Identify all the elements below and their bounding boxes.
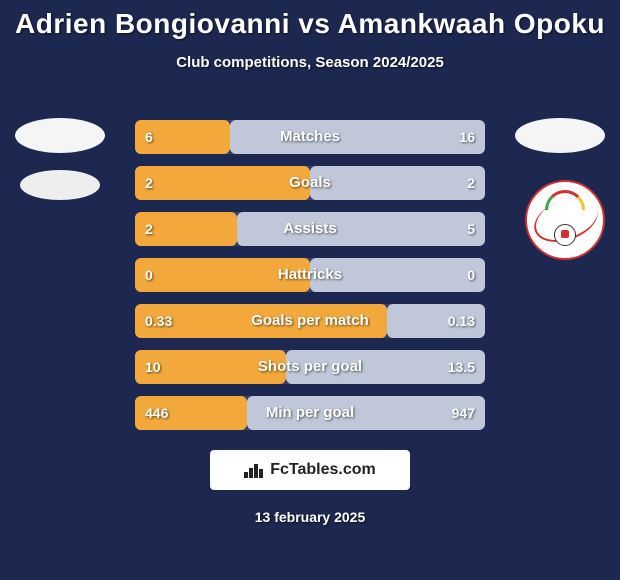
page-title: Adrien Bongiovanni vs Amankwaah Opoku xyxy=(0,0,620,40)
stat-label: Shots per goal xyxy=(135,350,485,384)
subtitle: Club competitions, Season 2024/2025 xyxy=(0,54,620,71)
stat-label: Min per goal xyxy=(135,396,485,430)
stat-row: 25Assists xyxy=(135,212,485,246)
stat-row: 616Matches xyxy=(135,120,485,154)
stats-panel: 616Matches 22Goals 25Assists 00Hattricks 0.3… xyxy=(135,120,485,442)
brand-badge: FcTables.com xyxy=(210,450,410,490)
player1-club-badge xyxy=(20,170,100,200)
footer-date: 13 february 2025 xyxy=(0,509,620,525)
player2-club-badge xyxy=(525,180,605,260)
stat-row: 446947Min per goal xyxy=(135,396,485,430)
stat-row: 22Goals xyxy=(135,166,485,200)
stat-label: Assists xyxy=(135,212,485,246)
stat-label: Hattricks xyxy=(135,258,485,292)
chart-icon xyxy=(244,462,264,478)
brand-text: FcTables.com xyxy=(270,461,376,479)
stat-row: 00Hattricks xyxy=(135,258,485,292)
stat-label: Matches xyxy=(135,120,485,154)
stat-row: 1013.5Shots per goal xyxy=(135,350,485,384)
stat-label: Goals per match xyxy=(135,304,485,338)
player2-avatar xyxy=(515,118,605,153)
player1-avatar xyxy=(15,118,105,153)
stat-row: 0.330.13Goals per match xyxy=(135,304,485,338)
stat-label: Goals xyxy=(135,166,485,200)
